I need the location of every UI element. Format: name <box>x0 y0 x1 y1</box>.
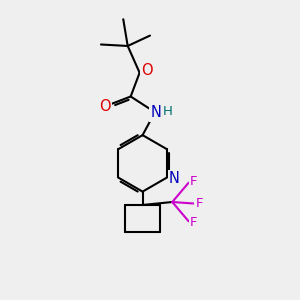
Text: F: F <box>190 175 198 188</box>
Text: F: F <box>195 197 203 210</box>
Text: O: O <box>99 99 111 114</box>
Text: H: H <box>162 105 172 118</box>
Text: O: O <box>141 63 153 78</box>
Text: N: N <box>169 171 180 186</box>
Text: F: F <box>190 216 198 229</box>
Text: N: N <box>151 105 161 120</box>
